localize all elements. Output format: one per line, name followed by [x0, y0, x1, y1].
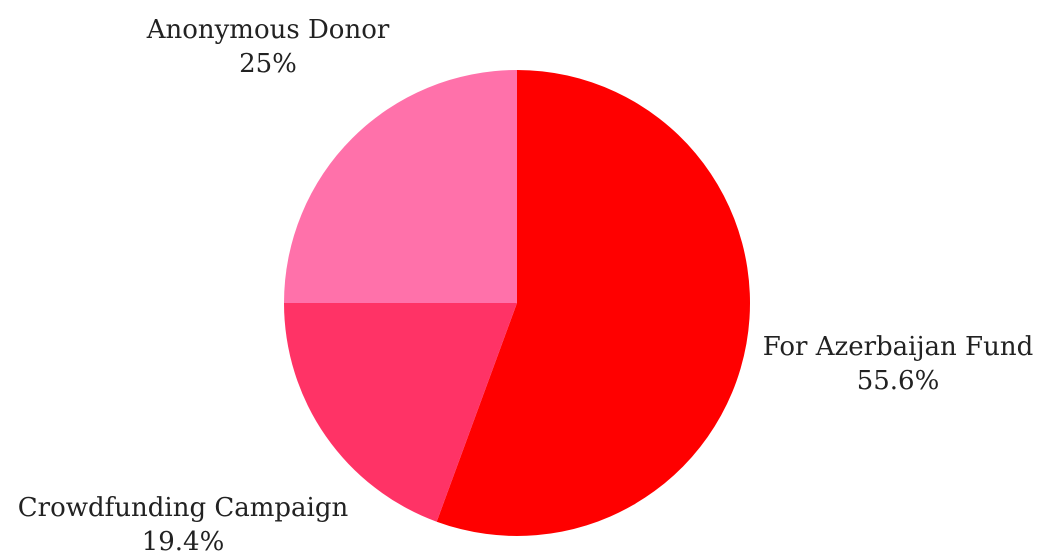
slice-label-percent: 19.4% [142, 527, 225, 557]
pie-slice-anonymous-donor [284, 70, 517, 303]
pie-slice-crowdfunding-campaign [284, 303, 517, 522]
slice-label-percent: 55.6% [857, 366, 940, 396]
slice-label-name: Anonymous Donor [146, 15, 390, 45]
slice-labels: For Azerbaijan Fund 55.6% Crowdfunding Cam… [18, 15, 1033, 557]
slice-label-name: For Azerbaijan Fund [763, 332, 1033, 362]
pie-slices [284, 70, 751, 537]
slice-label-name: Crowdfunding Campaign [18, 493, 349, 523]
pie-slice-for-azerbaijan-fund [436, 70, 751, 537]
slice-label-percent: 25% [239, 49, 297, 79]
